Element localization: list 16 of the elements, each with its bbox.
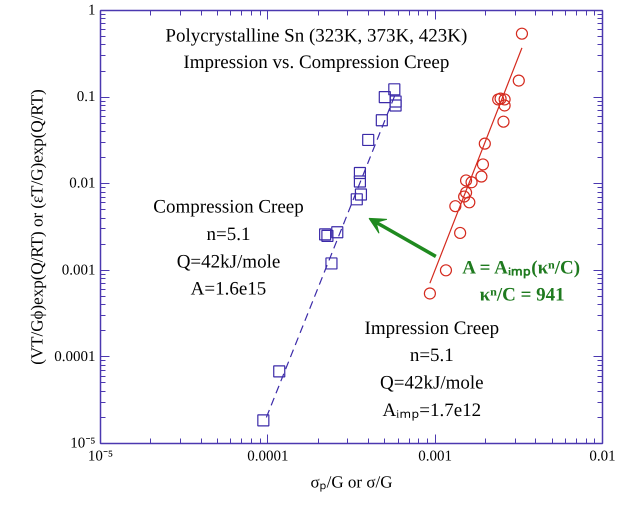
x-tick-label: 0.01: [589, 448, 616, 464]
annotation: Compression Creep n=5.1 Q=42kJ/mole A=1.6e15: [153, 196, 304, 300]
x-tick-label: 0.0001: [247, 448, 288, 464]
y-tick-label: 0.01: [69, 176, 96, 192]
y-tick-label: 1: [88, 2, 96, 18]
annotation: A = Aᵢₘₚ(κⁿ/C) κⁿ/C = 941: [462, 257, 580, 306]
text: Polycrystalline Sn (323K, 373K, 423K) Impression vs. Compression Creep: [165, 26, 468, 73]
y-tick-label: 0.0001: [54, 348, 96, 365]
x-tick-label: 10⁻⁵: [88, 448, 114, 464]
y-tick-label: 0.1: [76, 89, 96, 106]
annotation: Impression Creep n=5.1 Q=42kJ/mole Aᵢₘₚ=1.7e12: [364, 318, 500, 421]
x-tick-label: 0.001: [418, 448, 452, 464]
y-tick-label: 10⁻⁵: [70, 436, 96, 452]
y-tick-label: 0.001: [62, 262, 96, 278]
x-axis-title: σₚ/G or σ/G: [310, 472, 393, 492]
y-axis-title: (VT/Gϕ)exp(Q/RT) or (ε̇T/G)exp(Q/RT): [27, 89, 46, 365]
